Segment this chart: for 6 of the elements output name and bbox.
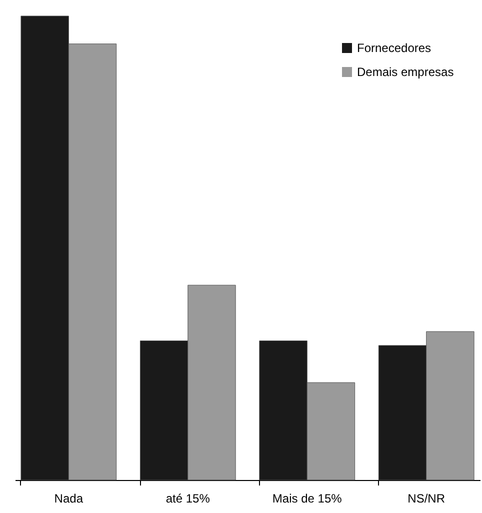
x-tick-label: até 15% <box>166 492 210 506</box>
x-tick-label: NS/NR <box>408 492 446 506</box>
legend-label: Fornecedores <box>357 41 432 55</box>
x-tick-label: Mais de 15% <box>272 492 342 506</box>
legend-label: Demais empresas <box>357 65 454 79</box>
x-tick-label: Nada <box>54 492 84 506</box>
